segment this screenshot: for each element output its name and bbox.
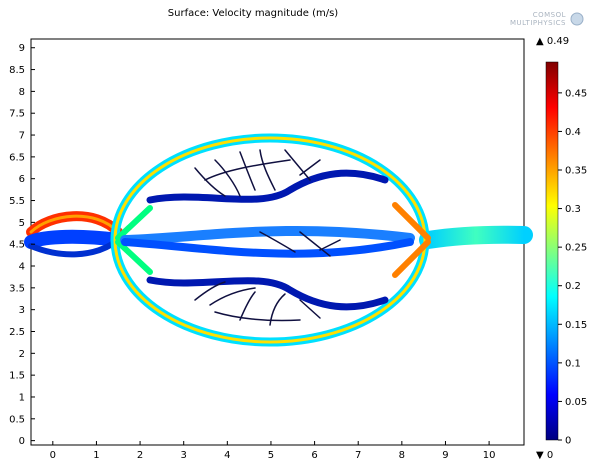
colorbar-tick-label: 0.25: [565, 243, 587, 254]
x-tick-label: 7: [355, 450, 361, 461]
y-tick-label: 5: [19, 218, 25, 229]
x-tick-label: 8: [399, 450, 405, 461]
y-tick-label: 3: [19, 305, 25, 316]
colorbar-tick-label: 0: [565, 436, 571, 447]
x-tick-label: 9: [442, 450, 448, 461]
y-tick-label: 5.5: [9, 196, 25, 207]
svg-text:MULTIPHYSICS: MULTIPHYSICS: [510, 19, 566, 27]
colorbar-min-label: ▼ 0: [536, 450, 553, 461]
y-tick-label: 2: [19, 349, 25, 360]
y-tick-label: 0: [19, 436, 25, 447]
colorbar-tick-label: 0.3: [565, 204, 581, 215]
colorbar: ▲ 0.49 0 0.05 0.1 0.15 0.2 0.25 0.3 0.35 0.4 0.45…: [536, 36, 587, 461]
y-axis: 0 0.5 1 1.5 2 2.5 3 3.5 4 4.5 5 5.5 6 6.5 7 7.5 8 8.5 9: [9, 43, 35, 447]
y-tick-label: 4: [19, 262, 25, 273]
colorbar-tick-label: 0.15: [565, 320, 587, 331]
colorbar-gradient: [545, 61, 559, 441]
y-tick-label: 1.5: [9, 371, 25, 382]
x-tick-label: 10: [483, 450, 496, 461]
y-tick-label: 8.5: [9, 65, 25, 76]
colorbar-max-label: ▲ 0.49: [536, 36, 569, 47]
colorbar-tick-label: 0.35: [565, 166, 587, 177]
y-tick-label: 6.5: [9, 152, 25, 163]
y-tick-label: 7: [19, 131, 25, 142]
y-tick-label: 6: [19, 174, 25, 185]
x-tick-label: 4: [224, 450, 230, 461]
colorbar-tick-label: 0.1: [565, 358, 581, 369]
x-tick-label: 6: [311, 450, 317, 461]
comsol-logo: COMSOL MULTIPHYSICS: [510, 11, 584, 27]
colorbar-tick-label: 0.05: [565, 397, 587, 408]
colorbar-tick-label: 0.45: [565, 88, 587, 99]
y-tick-label: 0.5: [9, 414, 25, 425]
y-tick-label: 3.5: [9, 283, 25, 294]
x-tick-label: 1: [93, 450, 99, 461]
x-axis: 0 1 2 3 4 5 6 7 8 9 10: [50, 441, 496, 461]
y-tick-label: 8: [19, 87, 25, 98]
x-tick-label: 2: [137, 450, 143, 461]
x-tick-label: 5: [268, 450, 274, 461]
y-tick-label: 2.5: [9, 327, 25, 338]
svg-text:COMSOL: COMSOL: [533, 11, 566, 19]
x-tick-label: 3: [181, 450, 187, 461]
y-tick-label: 9: [19, 43, 25, 54]
y-tick-label: 1: [19, 392, 25, 403]
y-tick-label: 7.5: [9, 109, 25, 120]
x-tick-label: 0: [50, 450, 56, 461]
colorbar-tick-label: 0.2: [565, 281, 581, 292]
colorbar-tick-label: 0.4: [565, 127, 581, 138]
y-tick-label: 4.5: [9, 240, 25, 251]
velocity-surface: [24, 133, 533, 347]
chart-title: Surface: Velocity magnitude (m/s): [168, 8, 339, 19]
